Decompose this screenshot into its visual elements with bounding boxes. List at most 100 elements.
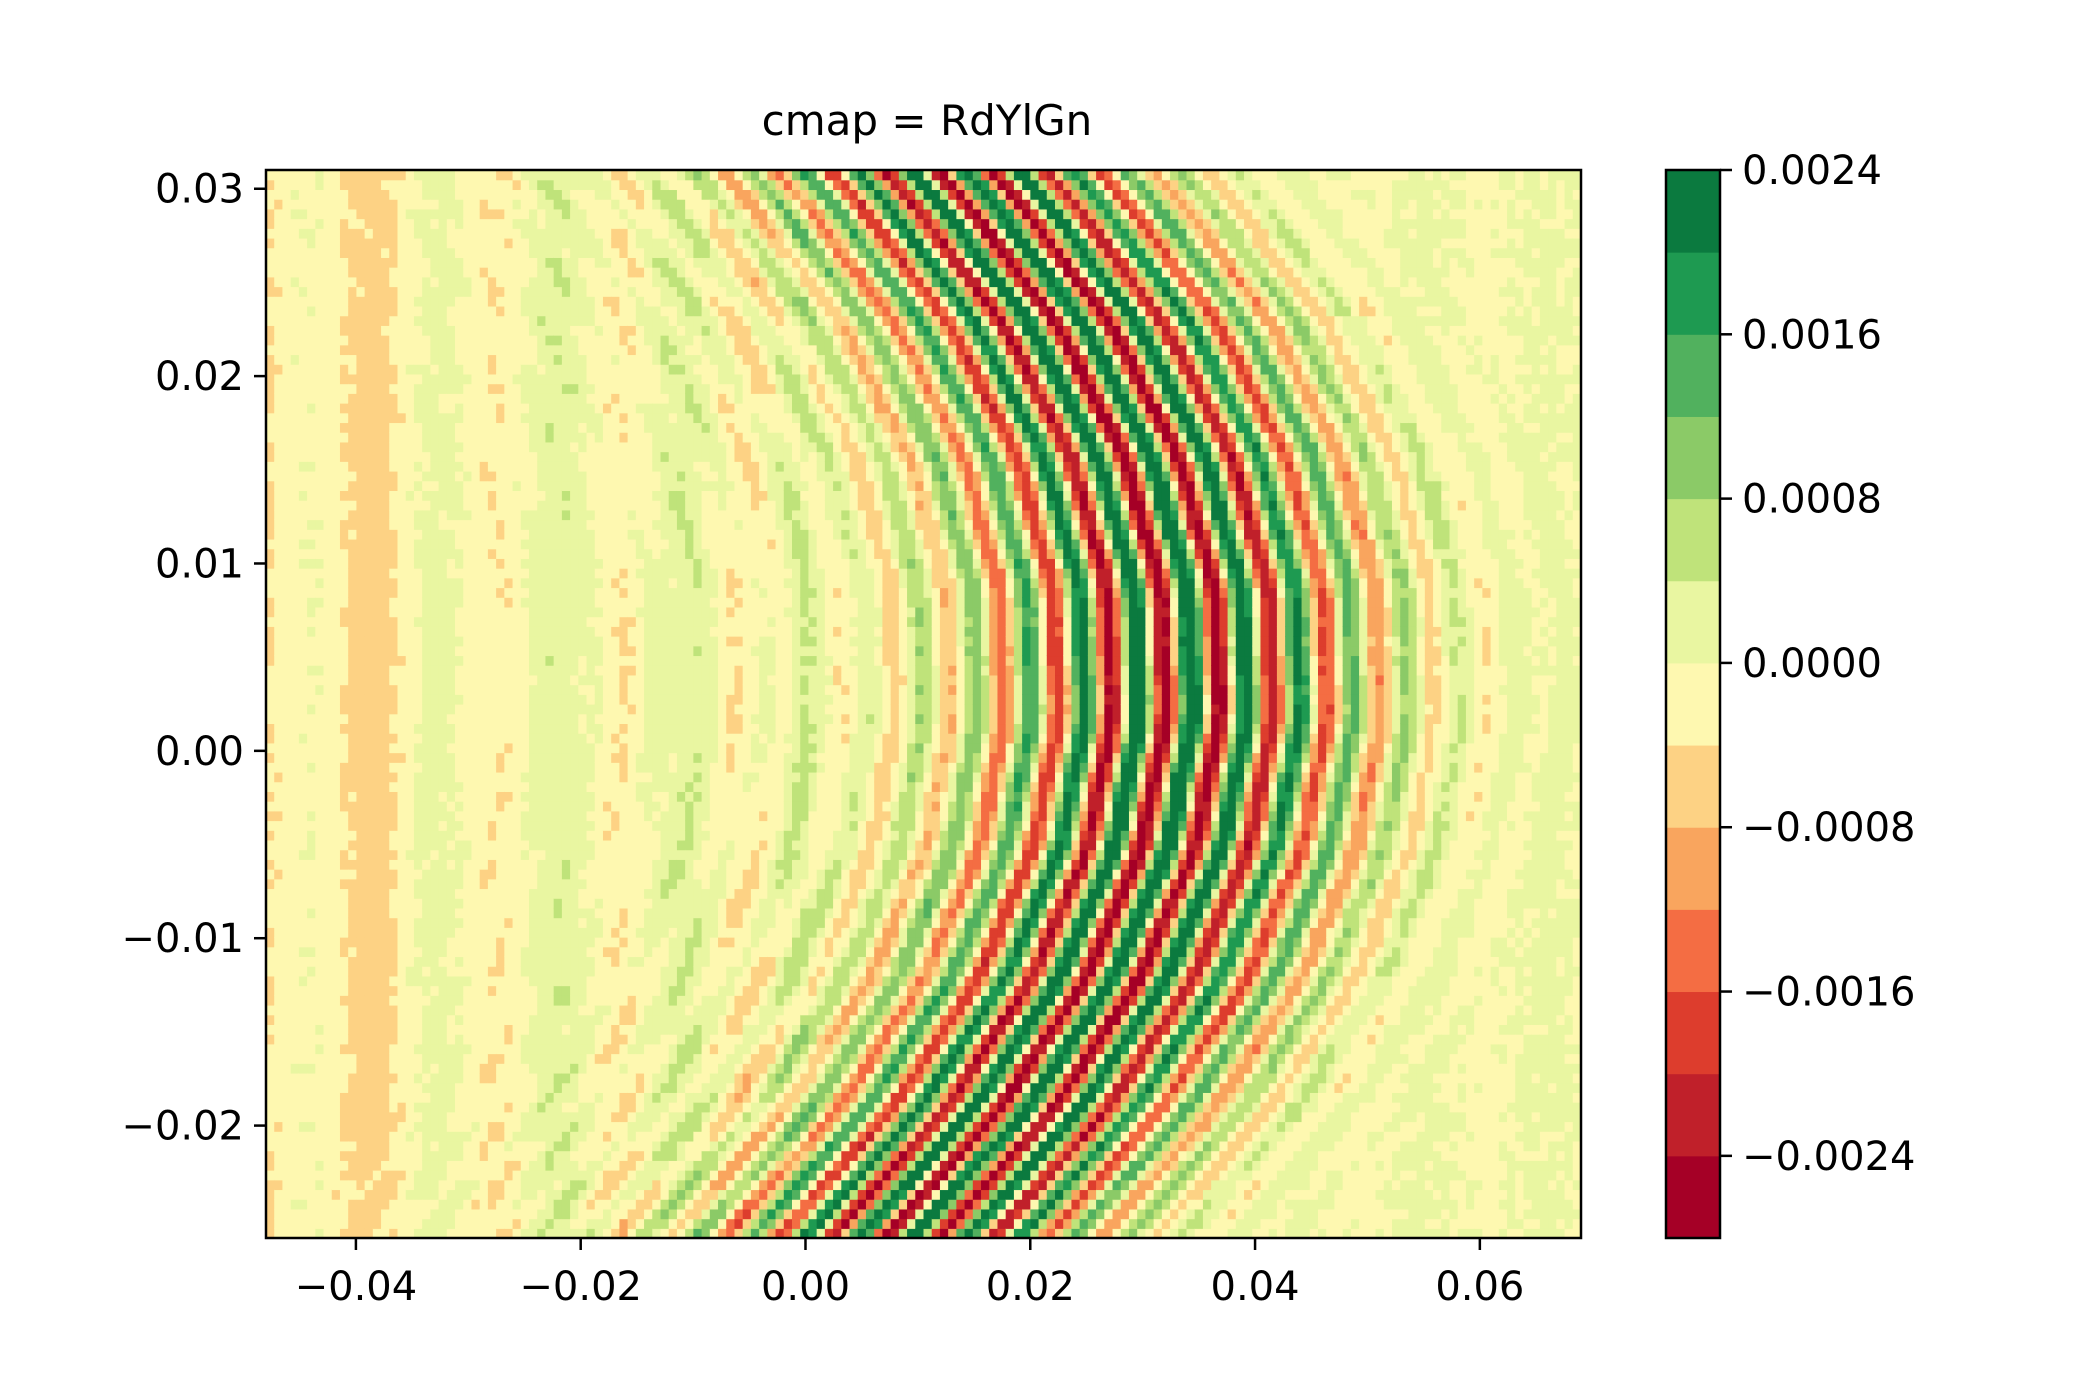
contour-cell [307,617,316,627]
contour-cell [332,859,341,869]
contour-cell [611,821,620,831]
contour-cell [406,1054,415,1064]
contour-cell [545,1112,554,1122]
contour-cell [545,432,554,442]
contour-cell [471,1131,480,1141]
contour-cell [365,1044,374,1054]
contour-cell [463,723,472,733]
contour-cell [340,442,349,452]
contour-cell [430,481,439,491]
contour-cell [554,461,563,471]
contour-cell [332,248,341,258]
contour-cell [513,393,522,403]
contour-cell [587,830,596,840]
contour-cell [398,1209,407,1219]
contour-cell [373,432,382,442]
contour-cell [455,461,464,471]
contour-cell [529,607,538,617]
contour-cell [447,1160,456,1170]
contour-cell [611,432,620,442]
contour-cell [554,772,563,782]
contour-cell [282,597,291,607]
contour-cell [504,626,513,636]
contour-cell [282,1219,291,1229]
contour-cell [496,306,505,316]
contour-cell [356,995,365,1005]
contour-cell [529,219,538,229]
contour-cell [398,228,407,238]
contour-cell [545,354,554,364]
contour-cell [389,1170,398,1180]
contour-cell [348,1073,357,1083]
contour-cell [496,500,505,510]
contour-cell [307,1083,316,1093]
contour-cell [299,1180,308,1190]
contour-cell [439,1024,448,1034]
contour-cell [504,665,513,675]
contour-cell [463,1151,472,1161]
contour-cell [381,1180,390,1190]
contour-cell [488,888,497,898]
contour-cell [348,646,357,656]
contour-cell [430,947,439,957]
contour-cell [365,257,374,267]
contour-cell [603,1189,612,1199]
contour-cell [389,1199,398,1209]
contour-cell [340,986,349,996]
contour-cell [266,908,275,918]
contour-cell [381,879,390,889]
contour-cell [488,345,497,355]
contour-cell [398,248,407,258]
contour-cell [480,976,489,986]
contour-cell [455,287,464,297]
contour-cell [266,228,275,238]
contour-cell [348,1189,357,1199]
contour-cell [282,1189,291,1199]
contour-cell [299,287,308,297]
contour-cell [636,1219,645,1229]
contour-cell [324,316,333,326]
contour-cell [471,170,480,180]
contour-cell [414,821,423,831]
contour-cell [307,869,316,879]
contour-cell [587,762,596,772]
contour-cell [521,1199,530,1209]
contour-cell [422,1160,431,1170]
contour-cell [282,607,291,617]
contour-cell [570,995,579,1005]
contour-cell [365,549,374,559]
contour-cell [291,714,300,724]
contour-cell [430,1054,439,1064]
contour-cell [348,694,357,704]
contour-cell [529,587,538,597]
contour-cell [324,840,333,850]
contour-cell [414,267,423,277]
contour-cell [570,393,579,403]
contour-cell [496,1131,505,1141]
contour-cell [496,1170,505,1180]
contour-cell [595,869,604,879]
contour-cell [430,995,439,1005]
contour-cell [373,287,382,297]
contour-cell [365,325,374,335]
contour-cell [463,636,472,646]
contour-cell [570,296,579,306]
contour-cell [381,859,390,869]
contour-cell [274,1044,283,1054]
contour-cell [603,432,612,442]
contour-cell [422,733,431,743]
contour-cell [365,694,374,704]
contour-cell [463,403,472,413]
contour-cell [504,704,513,714]
contour-cell [504,587,513,597]
contour-cell [480,422,489,432]
contour-cell [332,306,341,316]
contour-cell [628,452,637,462]
contour-cell [299,869,308,879]
contour-cell [562,510,571,520]
contour-cell [291,1054,300,1064]
contour-cell [578,821,587,831]
contour-cell [488,1151,497,1161]
contour-cell [447,772,456,782]
contour-cell [578,481,587,491]
